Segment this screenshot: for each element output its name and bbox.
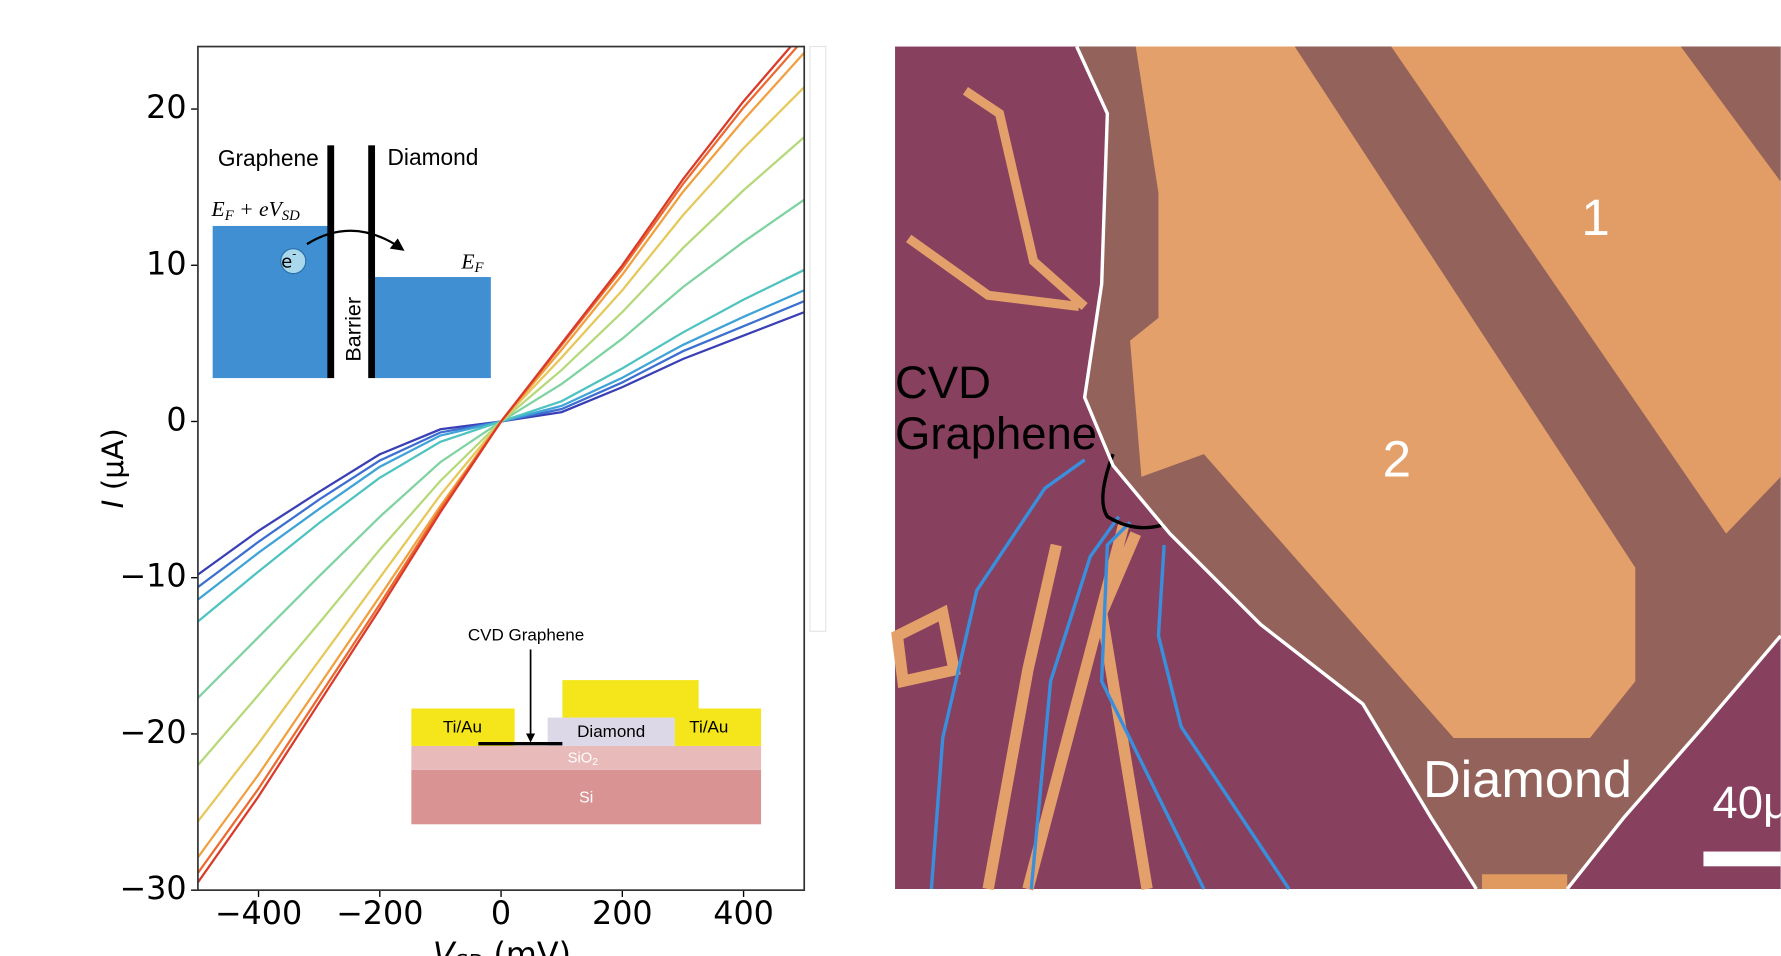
scale-bar — [1703, 852, 1780, 867]
y-tick-label: −20 — [119, 714, 186, 751]
graphene-band — [213, 226, 330, 378]
subscript: SD — [455, 950, 484, 956]
y-tick-label: 10 — [146, 245, 186, 282]
symbol: I — [95, 500, 129, 509]
electrode-label: 2 — [1383, 431, 1411, 488]
y-tick-label: −30 — [119, 870, 186, 907]
diamond-label: Diamond — [388, 144, 479, 170]
y-tick-label: −10 — [119, 558, 186, 595]
electrode-label: 1 — [1581, 189, 1609, 246]
symbol: + eV — [234, 197, 285, 221]
diamond-label: Diamond — [1423, 751, 1632, 809]
subscript: F — [473, 260, 484, 276]
substrate-label: Si — [579, 789, 593, 806]
barrier-wall — [327, 145, 334, 378]
scale-label: 40μ — [1713, 777, 1781, 828]
x-tick-label: 200 — [592, 895, 653, 932]
x-tick-label: −200 — [336, 895, 423, 932]
y-axis-label: I (μA) — [95, 428, 129, 508]
barrier-wall — [368, 145, 375, 378]
unit: (μA) — [95, 428, 129, 499]
symbol: e — [281, 251, 292, 272]
contact-label: Ti/Au — [443, 717, 482, 736]
subscript: 2 — [592, 757, 598, 768]
x-tick-label: 0 — [491, 895, 511, 932]
figure: −400−2000200400−30−20−1001020I (μA)VSD (… — [0, 0, 1781, 956]
unit: (mV) — [483, 936, 571, 956]
graphene-label: CVD — [895, 357, 991, 408]
x-axis-label: VSD (mV) — [433, 936, 571, 956]
x-tick-label: −400 — [215, 895, 302, 932]
y-tick-label: 0 — [166, 401, 186, 438]
diamond-label: Diamond — [577, 722, 645, 741]
symbol: E — [460, 249, 474, 273]
superscript: - — [292, 246, 296, 260]
symbol: E — [211, 197, 225, 221]
symbol: SiO — [568, 750, 593, 766]
y-tick-label: 20 — [146, 89, 186, 126]
electrode — [1482, 874, 1567, 889]
micrograph: CVD Graphene 1 2 Diamond 40μ — [895, 47, 1781, 889]
graphene-label: CVD Graphene — [468, 625, 584, 644]
contact-label: Ti/Au — [689, 717, 728, 736]
graphene-label: Graphene — [218, 145, 319, 171]
diamond-band — [375, 277, 491, 378]
subscript: SD — [282, 208, 300, 224]
barrier-label: Barrier — [340, 297, 365, 362]
graphene-label: Graphene — [895, 408, 1097, 459]
x-tick-label: 400 — [713, 895, 774, 932]
legend-edge — [810, 47, 826, 632]
symbol: V — [433, 936, 457, 956]
